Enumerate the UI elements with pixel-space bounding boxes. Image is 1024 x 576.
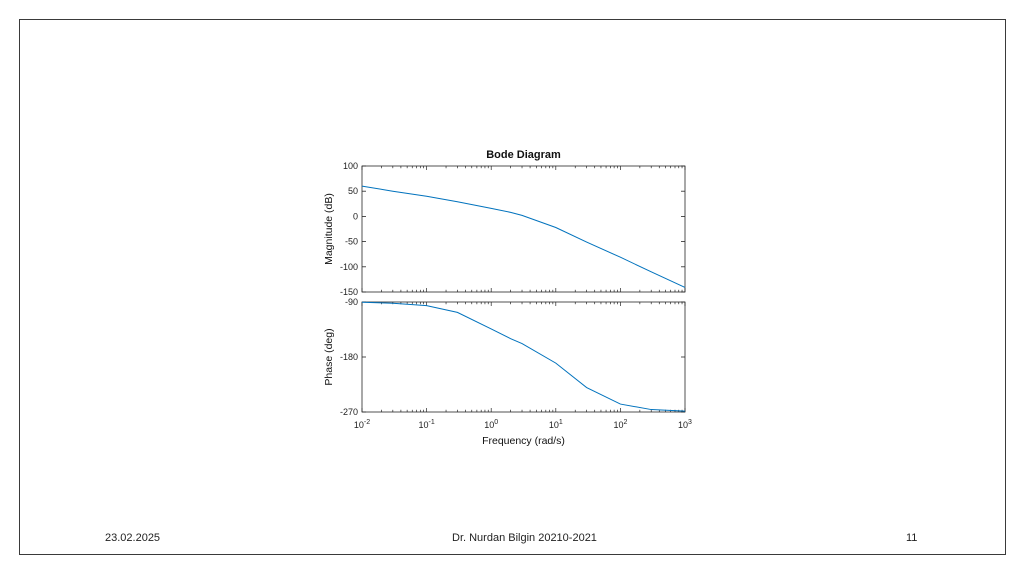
xtick-label: 101 <box>549 419 563 430</box>
phase-ytick-label: -180 <box>340 352 358 362</box>
footer-page-number: 11 <box>906 532 918 544</box>
chart-xlabel: Frequency (rad/s) <box>482 435 565 447</box>
xtick-label: 102 <box>613 419 627 430</box>
xtick-label: 103 <box>678 419 692 430</box>
magnitude-ytick-label: -150 <box>340 287 358 297</box>
magnitude-ytick-label: -100 <box>340 262 358 272</box>
footer-date: 23.02.2025 <box>105 532 161 544</box>
footer-author: Dr. Nurdan Bilgin 20210-2021 <box>452 532 597 544</box>
slide-frame: Bode Diagram 100 50 0 -50 -100 -150 Magnitude (… <box>19 19 1006 555</box>
chart-title: Bode Diagram <box>486 149 561 161</box>
magnitude-ytick-label: 0 <box>353 211 358 221</box>
magnitude-series-line <box>361 185 686 288</box>
magnitude-ytick-label: -50 <box>345 237 358 247</box>
magnitude-ytick-label: 50 <box>348 186 358 196</box>
magnitude-ylabel: Magnitude (dB) <box>323 193 335 265</box>
phase-ylabel: Phase (deg) <box>323 328 335 385</box>
magnitude-ytick-label: 100 <box>343 161 358 171</box>
bode-chart: Bode Diagram 100 50 0 -50 -100 -150 Magnitude (… <box>323 149 692 447</box>
magnitude-axes-box <box>361 165 686 293</box>
phase-series-line <box>361 301 686 412</box>
xtick-label: 100 <box>484 419 498 430</box>
phase-ytick-label: -270 <box>340 407 358 417</box>
phase-axes-box <box>361 301 686 413</box>
xtick-label: 10-1 <box>418 419 434 430</box>
phase-ytick-label: -90 <box>345 297 358 307</box>
xtick-label: 10-2 <box>354 419 370 430</box>
